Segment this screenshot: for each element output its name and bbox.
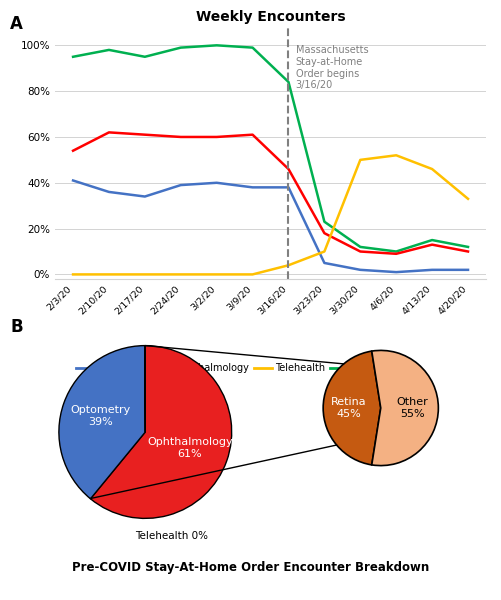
Text: Massachusetts
Stay-at-Home
Order begins
3/16/20: Massachusetts Stay-at-Home Order begins … — [296, 46, 368, 90]
Text: Optometry
39%: Optometry 39% — [71, 405, 131, 427]
Legend: Optometry, Ophthalmology, Telehealth, Total In-Person: Optometry, Ophthalmology, Telehealth, To… — [73, 359, 425, 377]
Title: Weekly Encounters: Weekly Encounters — [196, 10, 345, 25]
Text: B: B — [10, 318, 23, 336]
Text: Retina
45%: Retina 45% — [331, 397, 367, 419]
Wedge shape — [91, 346, 231, 518]
Wedge shape — [372, 350, 438, 466]
Text: A: A — [10, 15, 23, 33]
Wedge shape — [323, 351, 381, 465]
Text: Pre-COVID Stay-At-Home Order Encounter Breakdown: Pre-COVID Stay-At-Home Order Encounter B… — [72, 561, 429, 574]
Text: Other
55%: Other 55% — [397, 397, 428, 419]
Wedge shape — [59, 346, 145, 499]
Text: Telehealth 0%: Telehealth 0% — [135, 530, 208, 541]
Text: Ophthalmology
61%: Ophthalmology 61% — [147, 437, 233, 459]
